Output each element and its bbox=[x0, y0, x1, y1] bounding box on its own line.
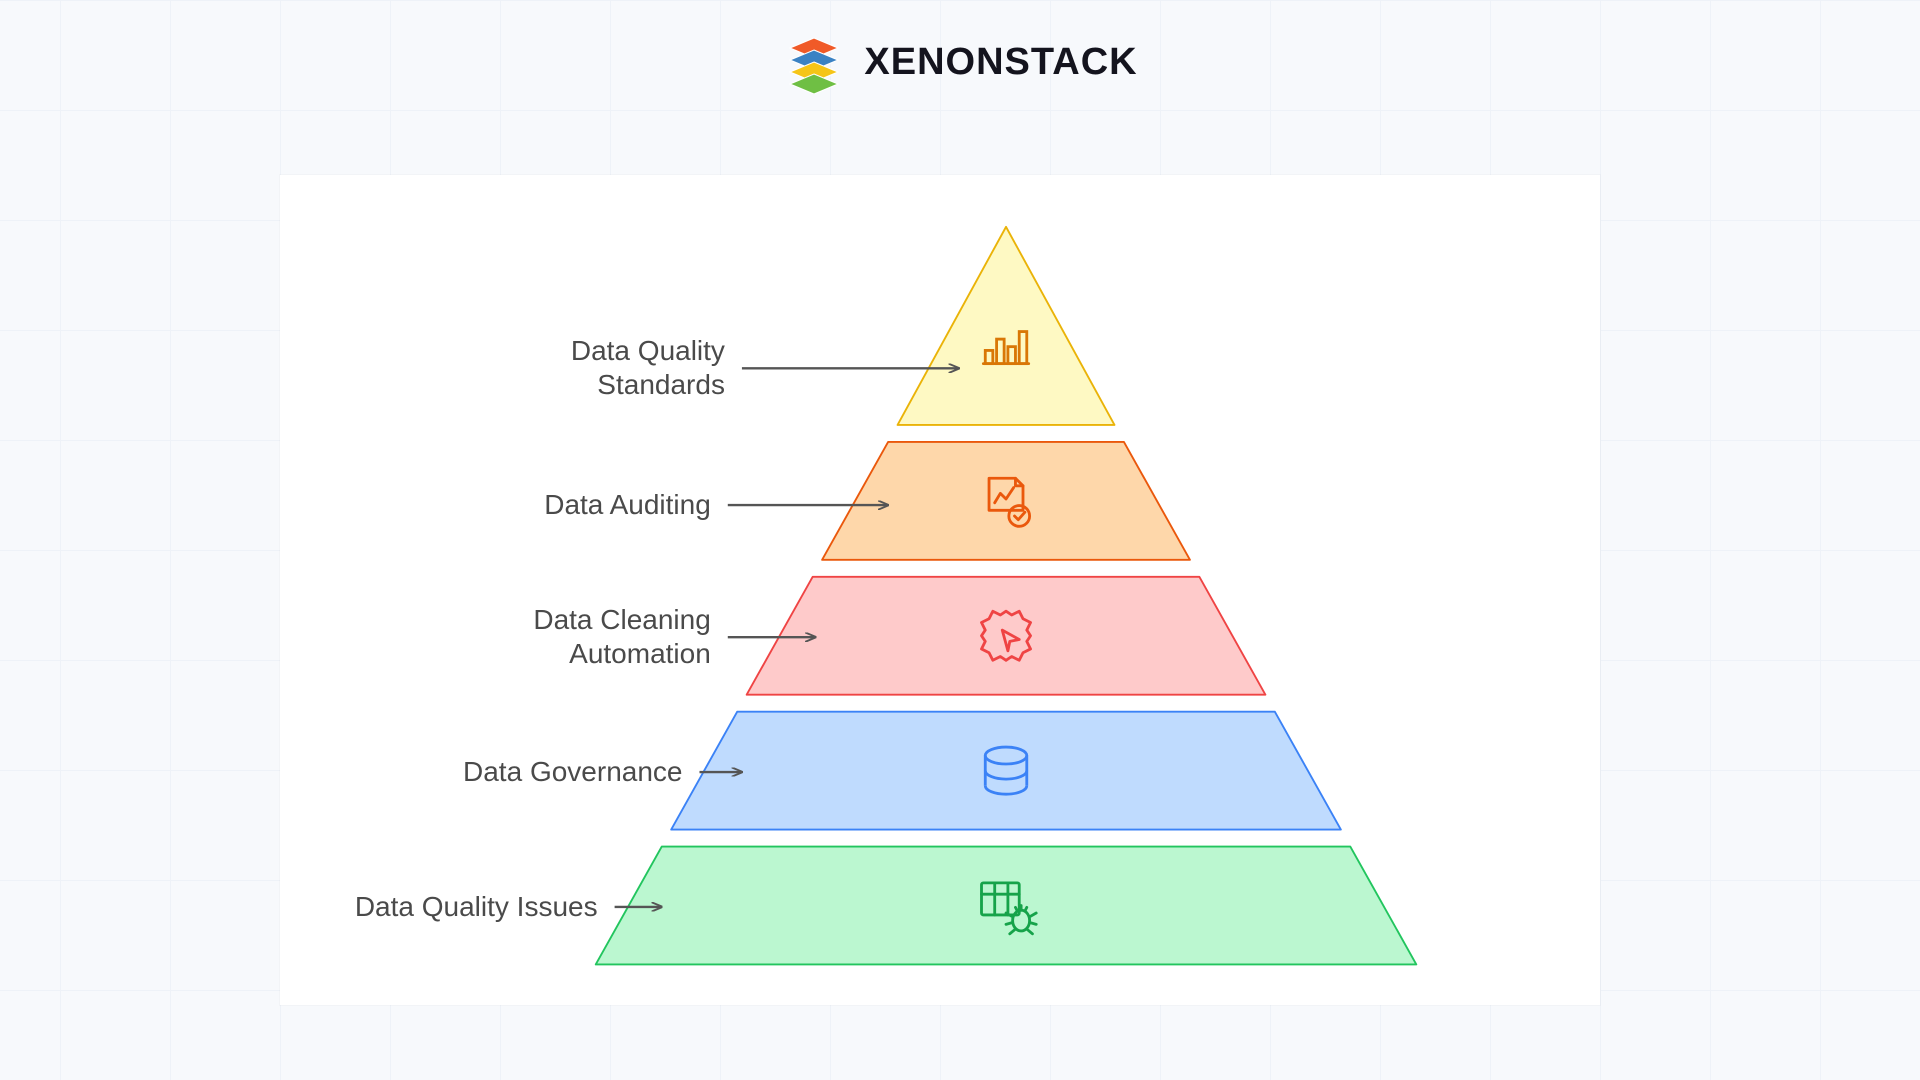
pyramid-diagram bbox=[280, 175, 1600, 1005]
pyramid-layer-governance bbox=[671, 712, 1341, 830]
diagram-panel: Data QualityStandards Data Auditing Data C… bbox=[280, 175, 1600, 1005]
pyramid-layer-issues bbox=[596, 847, 1417, 965]
label-auditing: Data Auditing bbox=[484, 488, 710, 522]
brand-name: XENONSTACK bbox=[864, 41, 1137, 84]
pyramid-layer-cleaning bbox=[747, 577, 1266, 695]
pyramid-layer-standards bbox=[898, 227, 1115, 425]
label-standards: Data QualityStandards bbox=[480, 334, 725, 401]
label-issues: Data Quality Issues bbox=[315, 890, 598, 924]
label-cleaning: Data CleaningAutomation bbox=[466, 603, 711, 670]
brand-header: XENONSTACK bbox=[0, 30, 1920, 94]
brand-logo-icon bbox=[782, 30, 846, 94]
label-governance: Data Governance bbox=[418, 755, 682, 789]
pyramid-layer-auditing bbox=[822, 442, 1190, 560]
